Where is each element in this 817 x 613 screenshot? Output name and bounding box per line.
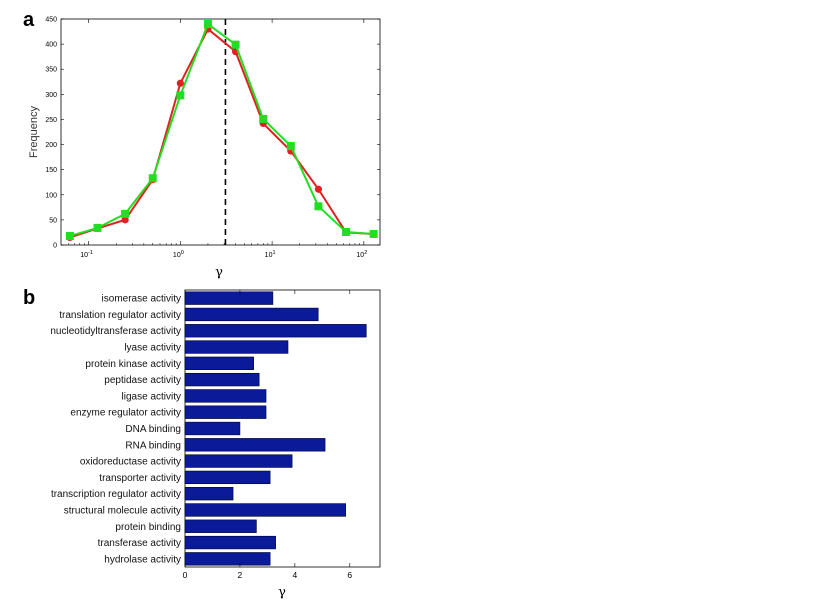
bar <box>184 324 367 338</box>
category-label: enzyme regulator activity <box>70 408 181 419</box>
category-label: DNA binding <box>125 424 181 435</box>
series-1-point <box>176 79 184 87</box>
series-2-point <box>231 40 240 49</box>
bar <box>184 356 254 370</box>
panel-label-b: b <box>23 287 35 309</box>
bar <box>184 535 276 550</box>
y-tick-label: 150 <box>45 167 57 174</box>
category-label: transferase activity <box>98 538 181 549</box>
y-tick-label: 0 <box>53 243 57 250</box>
y-tick-label: 200 <box>45 142 57 149</box>
category-label: hydrolase activity <box>104 554 181 565</box>
category-label: structural molecule activity <box>64 505 181 516</box>
series-2-point <box>121 209 130 218</box>
series-2-point <box>176 91 185 100</box>
y-tick-label: 300 <box>45 92 57 99</box>
category-label: lyase activity <box>124 343 181 354</box>
category-label: peptidase activity <box>104 375 181 386</box>
series-2-point <box>148 174 157 183</box>
category-label: RNA binding <box>125 440 181 451</box>
bar <box>184 487 234 501</box>
series-2-point <box>259 114 268 123</box>
panel-a-line-chart: a 0 50 100 150 200 250 300 350 400 450 10-1 100 101 1… <box>23 9 381 280</box>
x-tick-label: 6 <box>347 570 352 580</box>
category-label: isomerase activity <box>102 294 181 305</box>
x-tick-label: 100 <box>173 250 184 259</box>
x-tick-label: 10-1 <box>80 250 93 259</box>
panel-a-series <box>65 19 378 245</box>
panel-a-y-axis-label: Frequency <box>28 106 40 158</box>
x-tick-label: 2 <box>238 570 243 580</box>
category-label: translation regulator activity <box>59 310 181 321</box>
x-tick-label: 101 <box>265 250 276 259</box>
bar <box>184 503 346 517</box>
panel-b-bars <box>184 291 367 566</box>
bar <box>184 340 289 354</box>
series-2-line <box>69 22 374 237</box>
series-1-point <box>314 185 323 193</box>
panel-b-category-labels: isomerase activity translation regulator … <box>50 294 181 566</box>
bar <box>184 421 241 436</box>
y-tick-label: 350 <box>45 67 57 74</box>
series-1-point <box>121 216 129 224</box>
bar <box>184 389 267 403</box>
series-2-point <box>203 20 212 29</box>
y-tick-label: 400 <box>45 42 57 49</box>
panel-a-plot-frame <box>60 18 381 246</box>
category-label: protein binding <box>115 522 181 533</box>
series-1-line <box>69 27 374 239</box>
bar <box>184 470 271 485</box>
bar <box>184 372 260 387</box>
bar <box>184 405 267 419</box>
y-tick-label: 100 <box>45 192 57 199</box>
category-label: oxidoreductase activity <box>80 457 181 468</box>
y-tick-label: 450 <box>45 17 57 24</box>
series-2-point <box>93 223 102 232</box>
bar <box>184 438 326 452</box>
x-tick-label: 102 <box>356 250 367 259</box>
panel-b-x-axis-label: γ <box>278 585 286 600</box>
y-tick-label: 50 <box>49 217 57 224</box>
category-label: nucleotidyltransferase activity <box>50 326 181 337</box>
bar <box>184 519 257 533</box>
category-label: transcription regulator activity <box>51 489 181 500</box>
category-label: transporter activity <box>99 473 181 484</box>
category-label: protein kinase activity <box>85 359 181 370</box>
y-tick-label: 250 <box>45 117 57 124</box>
bar <box>184 291 274 305</box>
x-tick-label: 0 <box>183 570 188 580</box>
x-tick-label: 4 <box>292 570 297 580</box>
bar <box>184 552 271 566</box>
category-label: ligase activity <box>122 391 181 402</box>
series-2-point <box>369 229 378 238</box>
bar <box>184 454 293 468</box>
series-2-point <box>65 231 74 240</box>
panel-b-bar-chart: b isomerase activity translation regulato… <box>23 287 381 600</box>
panel-b-ticks: 0 2 4 6 <box>183 290 352 580</box>
series-2-point <box>314 202 323 211</box>
series-2-point <box>286 142 295 151</box>
bar <box>184 307 319 322</box>
series-2-point <box>342 227 351 236</box>
panel-label-a: a <box>23 9 35 31</box>
panel-a-ticks: 0 50 100 150 200 250 300 350 400 450 10-1 100 101 102 <box>45 17 380 259</box>
panel-a-x-axis-label: γ <box>215 265 223 280</box>
